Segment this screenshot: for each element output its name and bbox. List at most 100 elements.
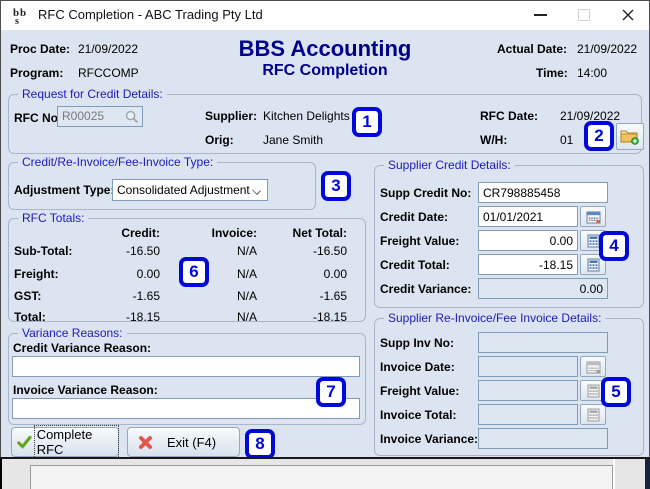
- check-icon: [17, 435, 32, 448]
- chevron-down-icon: [252, 186, 261, 195]
- complete-rfc-button[interactable]: Complete RFC: [11, 425, 120, 459]
- invoice-variance-label: Invoice Variance:: [380, 432, 479, 446]
- totals-cell: -18.15: [125, 310, 160, 324]
- background-window-strip: [0, 459, 650, 489]
- annotation-badge-4: 4: [599, 231, 629, 261]
- supplier-reinvoice-group-title: Supplier Re-Invoice/Fee Invoice Details:: [384, 311, 606, 325]
- svg-text:b: b: [20, 7, 26, 19]
- minimize-icon: [533, 14, 547, 16]
- actual-date-label: Actual Date:: [497, 42, 568, 56]
- invoice-total-label: Invoice Total:: [380, 408, 457, 422]
- invoice-freight-value-label: Freight Value:: [380, 384, 460, 398]
- maximize-button[interactable]: [562, 0, 606, 30]
- invoice-total-input: [478, 404, 578, 425]
- window-top-border: [0, 0, 650, 1]
- folder-add-icon: [620, 130, 639, 145]
- totals-cell: 0.00: [136, 267, 160, 281]
- calculator-icon: [587, 408, 599, 421]
- actual-date-value: 21/09/2022: [577, 42, 638, 56]
- orig-value: Jane Smith: [263, 133, 324, 147]
- window-title: RFC Completion - ABC Trading Pty Ltd: [38, 7, 263, 22]
- proc-date-label: Proc Date:: [10, 42, 71, 56]
- rfc-date-label: RFC Date:: [480, 109, 539, 123]
- calendar-icon: [586, 361, 600, 373]
- credit-variance-reason-label: Credit Variance Reason:: [13, 341, 152, 355]
- orig-label: Orig:: [205, 133, 234, 147]
- calculator-icon: [587, 384, 599, 397]
- annotation-badge-5: 5: [601, 377, 631, 407]
- exit-button[interactable]: Exit (F4): [127, 427, 240, 457]
- annotation-badge-3: 3: [321, 171, 351, 201]
- supp-inv-no-label: Supp Inv No:: [380, 336, 454, 350]
- svg-text:b: b: [13, 7, 19, 19]
- supplier-reinvoice-group: Supplier Re-Invoice/Fee Invoice Details:: [374, 311, 644, 456]
- credit-freight-value-label: Freight Value:: [380, 234, 460, 248]
- totals-row-label: Sub-Total:: [14, 244, 73, 258]
- annotation-badge-8: 8: [245, 429, 275, 459]
- totals-cell: N/A: [236, 244, 257, 258]
- minimize-button[interactable]: [518, 0, 562, 30]
- credit-date-label: Credit Date:: [380, 210, 449, 224]
- search-icon: [125, 110, 139, 124]
- close-icon: [622, 9, 634, 21]
- program-value: RFCCOMP: [78, 66, 139, 80]
- supp-credit-no-input[interactable]: [478, 182, 608, 203]
- invoice-variance-reason-label: Invoice Variance Reason:: [13, 383, 158, 397]
- adjustment-type-value: Consolidated Adjustment: [117, 183, 250, 197]
- credit-variance-reason-input[interactable]: [12, 356, 360, 377]
- window-bottom-edge: [0, 457, 650, 459]
- close-button[interactable]: [606, 0, 650, 30]
- annotation-badge-7: 7: [316, 377, 346, 407]
- adjustment-type-group: Credit/Re-Invoice/Fee-Invoice Type:: [8, 155, 316, 210]
- form-body: Proc Date: 21/09/2022 Program: RFCCOMP B…: [0, 30, 650, 459]
- invoice-freight-value-input: [478, 380, 578, 401]
- credit-total-input[interactable]: [478, 254, 578, 275]
- totals-cell: -18.15: [312, 310, 347, 324]
- app-logo-icon: b b s: [13, 7, 26, 25]
- credit-variance-label: Credit Variance:: [380, 282, 472, 296]
- variance-reasons-group: Variance Reasons:: [8, 326, 366, 425]
- rfc-no-label: RFC No:: [14, 111, 62, 125]
- request-details-group-title: Request for Credit Details:: [18, 87, 167, 101]
- proc-date-value: 21/09/2022: [78, 42, 139, 56]
- credit-total-label: Credit Total:: [380, 258, 450, 272]
- totals-cell: -16.50: [312, 244, 347, 258]
- complete-rfc-button-label: Complete RFC: [33, 425, 120, 459]
- exit-button-label: Exit (F4): [167, 434, 217, 450]
- credit-date-input[interactable]: [478, 206, 578, 227]
- rfc-no-value: R00025: [62, 109, 105, 123]
- annotation-badge-1: 1: [352, 107, 382, 137]
- totals-col-net: Net Total:: [292, 226, 347, 240]
- supp-inv-no-input: [478, 332, 608, 353]
- wh-label: W/H:: [480, 133, 508, 147]
- program-label: Program:: [10, 66, 64, 80]
- credit-freight-value-input[interactable]: [478, 230, 578, 251]
- window-left-border: [0, 0, 1, 457]
- invoice-variance-reason-input[interactable]: [12, 398, 360, 419]
- totals-cell: -1.65: [132, 289, 160, 303]
- rfc-no-field: R00025: [57, 106, 143, 127]
- totals-row-label: GST:: [14, 289, 42, 303]
- credit-date-picker-button[interactable]: [580, 206, 606, 227]
- adjustment-type-select[interactable]: Consolidated Adjustment: [112, 179, 268, 201]
- invoice-date-label: Invoice Date:: [380, 360, 455, 374]
- credit-total-calculator-button[interactable]: [580, 254, 606, 275]
- svg-text:s: s: [15, 16, 19, 25]
- cross-icon: [139, 435, 152, 449]
- time-label: Time:: [536, 66, 568, 80]
- totals-row-label: Freight:: [14, 267, 59, 281]
- maximize-icon: [578, 9, 590, 21]
- attach-document-button[interactable]: [616, 123, 644, 150]
- invoice-variance-value: [478, 428, 608, 449]
- title-bar: b b s RFC Completion - ABC Trading Pty L…: [0, 0, 650, 30]
- annotation-badge-6: 6: [179, 257, 209, 287]
- invoice-date-picker-button: [580, 356, 606, 377]
- variance-reasons-group-title: Variance Reasons:: [18, 326, 127, 340]
- wh-value: 01: [560, 133, 574, 147]
- rfc-date-value: 21/09/2022: [560, 109, 621, 123]
- background-window-right-edge: [645, 459, 650, 489]
- credit-variance-value: [478, 278, 608, 299]
- annotation-badge-2: 2: [584, 121, 614, 151]
- request-details-group: Request for Credit Details:: [8, 87, 642, 154]
- supplier-credit-group: Supplier Credit Details:: [374, 158, 644, 308]
